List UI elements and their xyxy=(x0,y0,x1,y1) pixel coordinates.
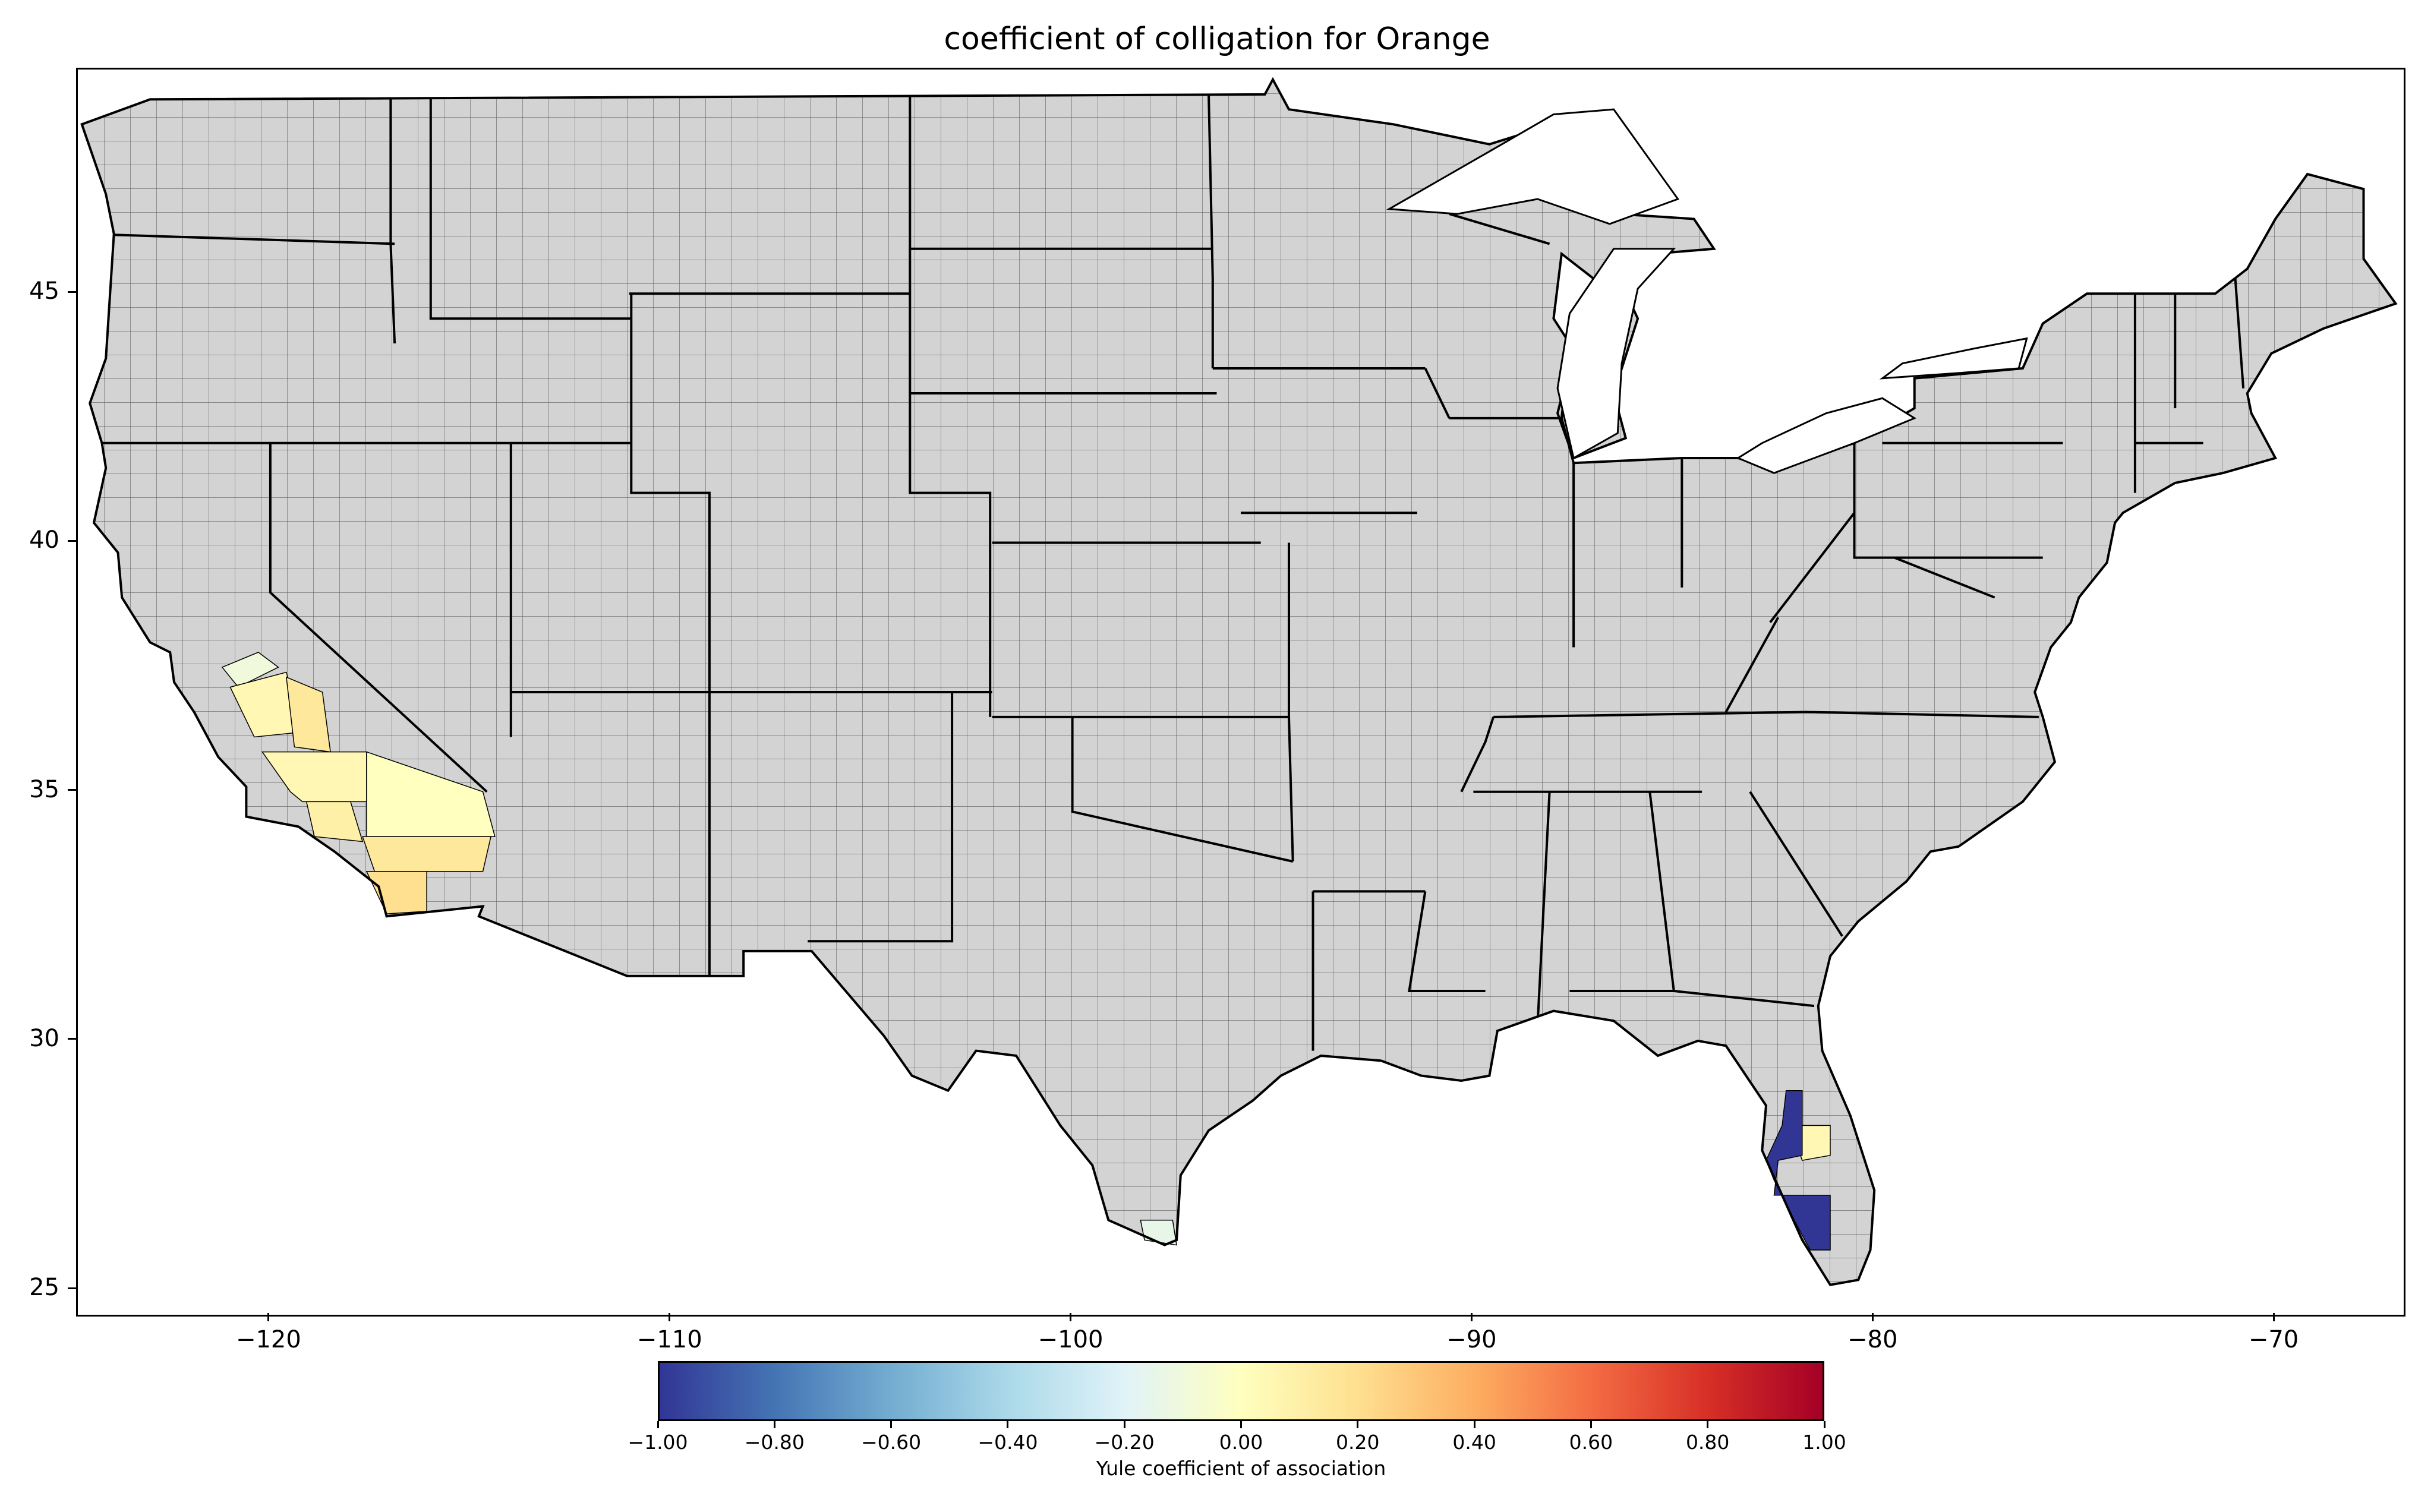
state-boundaries xyxy=(86,94,2245,1051)
national-border xyxy=(80,77,2398,1286)
map-frame xyxy=(76,68,2405,1317)
highlighted-county-6 xyxy=(362,836,492,872)
x-tick-label: −70 xyxy=(2248,1326,2299,1353)
x-tick-label: −80 xyxy=(1847,1326,1898,1353)
colorbar-tick-mark xyxy=(773,1421,775,1428)
colorbar-tick-label: −1.00 xyxy=(628,1431,688,1454)
y-tick-mark xyxy=(68,789,76,791)
y-tick-mark xyxy=(68,1287,76,1289)
y-tick-mark xyxy=(68,1038,76,1040)
highlighted-county-0 xyxy=(221,652,279,688)
state-boundary-line xyxy=(1288,542,1294,862)
state-boundary-line xyxy=(429,94,632,320)
state-boundary-line xyxy=(808,692,954,943)
highlighted-county-4 xyxy=(366,751,496,837)
colorbar-tick-label: −0.80 xyxy=(744,1431,805,1454)
colorbar-tick-label: −0.60 xyxy=(861,1431,922,1454)
x-tick-label: −100 xyxy=(1038,1326,1104,1353)
x-tick-mark xyxy=(1070,1313,1072,1321)
colorbar-tick-mark xyxy=(890,1421,893,1428)
state-boundary-line xyxy=(909,94,1213,250)
state-boundary-line xyxy=(1894,556,1995,599)
x-tick-mark xyxy=(1470,1313,1473,1321)
county-boundaries xyxy=(81,79,2396,1285)
us-county-map xyxy=(80,77,2398,1286)
colorbar-tick-label: −0.20 xyxy=(1094,1431,1155,1454)
state-boundary-line xyxy=(1207,94,1214,368)
highlighted-county-7 xyxy=(365,871,427,914)
colorbar xyxy=(658,1361,1824,1421)
state-boundary-line xyxy=(1769,512,1856,623)
state-boundary-line xyxy=(1449,213,1550,245)
colorbar-label: Yule coefficient of association xyxy=(1096,1457,1386,1480)
state-boundary-line xyxy=(269,443,488,793)
x-tick-mark xyxy=(1871,1313,1874,1321)
x-tick-mark xyxy=(267,1313,270,1321)
y-tick-label: 40 xyxy=(29,526,59,554)
colorbar-tick-label: 0.80 xyxy=(1685,1431,1730,1454)
state-boundary-line xyxy=(909,248,992,717)
y-tick-label: 30 xyxy=(29,1024,59,1052)
y-tick-mark xyxy=(68,539,76,542)
x-tick-label: −110 xyxy=(636,1326,702,1353)
state-boundary-line xyxy=(630,293,711,976)
state-boundary-line xyxy=(1460,716,1495,793)
state-boundary-line xyxy=(2234,278,2245,389)
y-tick-label: 45 xyxy=(29,277,59,305)
x-tick-mark xyxy=(669,1313,671,1321)
colorbar-tick-mark xyxy=(1007,1421,1009,1428)
colorbar-tick-mark xyxy=(1823,1421,1826,1428)
colorbar-tick-label: 0.00 xyxy=(1219,1431,1263,1454)
colorbar-tick-label: 0.20 xyxy=(1336,1431,1380,1454)
state-boundary-line xyxy=(1071,716,1294,863)
state-boundary-line xyxy=(1673,990,1815,1008)
colorbar-tick-label: 0.40 xyxy=(1452,1431,1496,1454)
state-boundary-line xyxy=(1749,791,1843,937)
highlighted-counties xyxy=(221,652,1831,1251)
colorbar-tick-label: −0.40 xyxy=(978,1431,1038,1454)
state-boundary-line xyxy=(1408,891,1486,992)
great-lakes xyxy=(1386,108,2028,474)
colorbar-tick-mark xyxy=(1357,1421,1359,1428)
chart-title: coefficient of colligation for Orange xyxy=(944,21,1490,57)
colorbar-tick-label: 0.60 xyxy=(1569,1431,1613,1454)
x-tick-label: −120 xyxy=(235,1326,301,1353)
highlighted-county-5 xyxy=(305,801,364,842)
state-boundary-line xyxy=(1536,791,1551,1026)
state-boundary-line xyxy=(1853,443,2043,559)
colorbar-tick-mark xyxy=(1707,1421,1709,1428)
colorbar-tick-label: 1.00 xyxy=(1802,1431,1846,1454)
y-tick-label: 25 xyxy=(29,1274,59,1302)
colorbar-tick-mark xyxy=(1123,1421,1125,1428)
x-tick-label: −90 xyxy=(1446,1326,1497,1353)
state-boundary-line xyxy=(1724,617,1780,713)
colorbar-tick-mark xyxy=(1473,1421,1475,1428)
y-tick-label: 35 xyxy=(29,775,59,803)
state-boundary-line xyxy=(86,232,395,245)
state-boundary-line xyxy=(1493,711,2039,718)
state-boundary-line xyxy=(1424,368,1451,419)
y-tick-mark xyxy=(68,291,76,293)
colorbar-tick-mark xyxy=(1590,1421,1592,1428)
x-tick-mark xyxy=(2272,1313,2275,1321)
colorbar-tick-mark xyxy=(1240,1421,1242,1428)
colorbar-tick-mark xyxy=(657,1421,659,1428)
